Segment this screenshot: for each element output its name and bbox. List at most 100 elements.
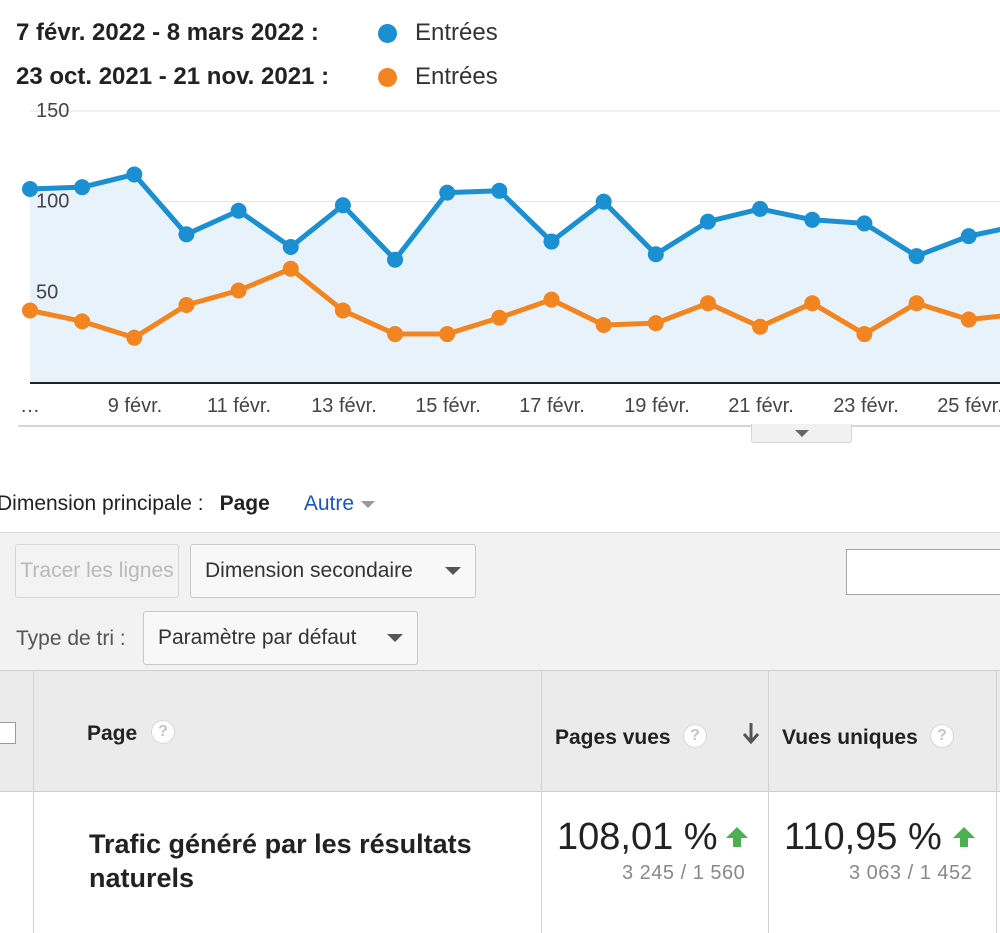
data-point-previous	[491, 309, 508, 326]
x-tick-label: 21 févr.	[728, 395, 794, 417]
dimension-other-label: Autre	[303, 492, 355, 515]
legend-dot-orange	[378, 67, 397, 87]
data-point-current	[439, 184, 456, 201]
column-divider	[768, 670, 769, 933]
data-point-previous	[752, 318, 769, 335]
series-line-previous	[29, 266, 1000, 341]
data-point-previous	[647, 315, 664, 332]
caret-down-icon	[361, 500, 376, 508]
data-point-current	[22, 180, 38, 197]
data-point-current	[543, 233, 560, 250]
plot-rows-button[interactable]: Tracer les lignes	[15, 544, 179, 598]
pageviews-compare: 3 245 / 1 560	[622, 862, 746, 884]
data-point-current	[230, 202, 247, 219]
data-point-current	[334, 197, 351, 214]
x-tick-label: 25 févr.	[937, 395, 1000, 417]
data-point-previous	[178, 297, 195, 314]
data-table: Page ? Pages vues ? Vues uniques ? Trafi…	[0, 670, 1000, 933]
data-point-current	[74, 179, 91, 196]
x-tick-label: 13 févr.	[311, 395, 377, 417]
x-tick-label: …	[20, 395, 40, 417]
caret-down-icon	[445, 567, 461, 575]
dimension-option-page[interactable]: Page	[219, 492, 270, 515]
data-point-previous	[282, 260, 299, 277]
data-point-current	[491, 182, 508, 199]
unique-views-compare: 3 063 / 1 452	[849, 862, 973, 884]
chevron-down-icon	[794, 429, 809, 437]
primary-dimension-label: Dimension principale :	[0, 492, 204, 515]
data-point-previous	[595, 316, 612, 333]
data-point-current	[856, 215, 873, 232]
x-tick-label: 19 févr.	[624, 395, 690, 417]
legend-item-current: 7 févr. 2022 - 8 mars 2022 : Entrées	[16, 18, 498, 48]
data-point-previous	[804, 295, 821, 312]
column-header-pageviews[interactable]: Pages vues	[555, 726, 671, 749]
data-point-current	[178, 226, 195, 243]
data-point-previous	[960, 311, 977, 328]
table-row: Trafic généré par les résultats naturels…	[0, 792, 1000, 933]
data-point-previous	[439, 326, 456, 343]
data-point-current	[699, 213, 716, 230]
legend-date-range-previous: 23 oct. 2021 - 21 nov. 2021 :	[16, 63, 330, 90]
increase-arrow-icon	[726, 827, 748, 847]
table-header-row: Page ? Pages vues ? Vues uniques ?	[0, 670, 1000, 792]
plot-rows-label: Tracer les lignes	[20, 559, 174, 582]
data-point-previous	[230, 282, 247, 299]
table-search-input[interactable]	[846, 549, 1000, 595]
caret-down-icon	[387, 634, 403, 642]
pageviews-change: 108,01 %	[557, 816, 718, 858]
column-header-unique-views[interactable]: Vues uniques	[782, 726, 918, 749]
legend-date-range-current: 7 févr. 2022 - 8 mars 2022 :	[16, 19, 319, 46]
help-icon[interactable]: ?	[683, 724, 707, 748]
help-icon[interactable]: ?	[151, 720, 175, 744]
legend-metric-label: Entrées	[415, 19, 498, 46]
data-point-current	[126, 166, 143, 183]
x-tick-label: 9 févr.	[108, 395, 162, 417]
x-tick-label: 15 févr.	[415, 395, 481, 417]
column-header-page[interactable]: Page	[87, 722, 138, 745]
column-divider	[33, 670, 34, 933]
data-point-current	[752, 200, 769, 217]
column-divider	[996, 670, 997, 933]
data-point-previous	[126, 329, 143, 346]
legend-item-previous: 23 oct. 2021 - 21 nov. 2021 : Entrées	[16, 62, 498, 92]
y-tick-label: 50	[36, 281, 58, 303]
data-point-previous	[856, 326, 873, 343]
x-tick-label: 23 févr.	[833, 395, 899, 417]
y-tick-label: 150	[36, 100, 69, 122]
dimension-option-other[interactable]: Autre	[303, 492, 376, 516]
secondary-dimension-label: Dimension secondaire	[205, 559, 413, 582]
secondary-dimension-dropdown[interactable]: Dimension secondaire	[190, 544, 476, 598]
help-icon[interactable]: ?	[930, 724, 954, 748]
data-point-previous	[22, 302, 38, 319]
sort-type-dropdown[interactable]: Paramètre par défaut	[143, 611, 418, 665]
legend-metric-label: Entrées	[415, 63, 498, 90]
sort-descending-icon[interactable]	[741, 721, 761, 747]
increase-arrow-icon	[953, 827, 975, 847]
unique-views-change: 110,95 %	[784, 816, 942, 858]
data-point-current	[960, 228, 977, 245]
data-point-previous	[699, 295, 716, 312]
sort-type-value: Paramètre par défaut	[158, 626, 357, 649]
legend-dot-blue	[378, 23, 397, 43]
data-point-current	[647, 246, 664, 263]
data-point-previous	[543, 291, 560, 308]
data-point-previous	[908, 295, 925, 312]
data-point-previous	[387, 326, 404, 343]
y-tick-label: 100	[36, 191, 69, 213]
data-point-previous	[334, 302, 351, 319]
chart-collapse-toggle[interactable]	[751, 424, 852, 443]
column-divider	[541, 670, 542, 933]
sort-type-label: Type de tri :	[16, 627, 126, 650]
select-all-checkbox[interactable]	[0, 722, 16, 744]
data-point-current	[908, 248, 925, 265]
data-point-previous	[74, 313, 91, 330]
x-tick-label: 17 févr.	[519, 395, 585, 417]
primary-dimension-bar: Dimension principale : Page Autre	[0, 488, 376, 520]
line-chart[interactable]: 150 100 50 … 9 févr. 11 févr. 13 févr. 15 févr.…	[0, 100, 1000, 430]
x-tick-label: 11 févr.	[207, 395, 271, 417]
data-point-current	[595, 193, 612, 210]
data-point-current	[804, 211, 821, 228]
row-page-title: Trafic généré par les résultats naturels	[89, 829, 472, 893]
table-toolbar: Tracer les lignes Dimension secondaire T…	[0, 532, 1000, 671]
